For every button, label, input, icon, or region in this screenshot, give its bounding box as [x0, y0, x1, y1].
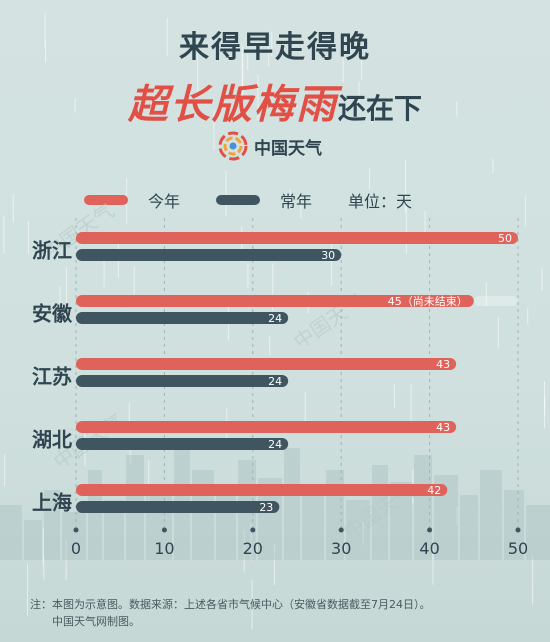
- category-label: 湖北: [32, 428, 72, 452]
- data-label: 42: [427, 484, 441, 497]
- data-label: 43: [436, 421, 450, 434]
- bar-this-year: [76, 484, 448, 496]
- legend-swatch-this-year: [84, 195, 128, 205]
- brand-name: 中国天气: [254, 138, 322, 159]
- category-label: 浙江: [32, 239, 72, 263]
- bar-chart: 中国天气中国天气中国天气中国天气01020304050浙江5030安徽45（尚未…: [32, 199, 528, 558]
- pinwheel-logo-icon: [218, 131, 248, 161]
- data-label: 43: [436, 358, 450, 371]
- data-label: 24: [268, 438, 282, 451]
- category-label: 江苏: [32, 365, 72, 389]
- chart-legend: 今年 常年 单位：天: [84, 188, 412, 212]
- footnote: 注：本图为示意图。数据来源：上述各省市气候中心（安徽省数据截至7月24日）。 中…: [30, 596, 431, 630]
- data-label: 50: [498, 232, 512, 245]
- x-tick-label: 10: [154, 539, 174, 558]
- bar-this-year: [76, 232, 518, 244]
- data-label: 24: [268, 312, 282, 325]
- tick-mark: [250, 527, 256, 533]
- x-tick-label: 40: [419, 539, 439, 558]
- data-label: 23: [259, 501, 273, 514]
- tick-mark: [338, 527, 344, 533]
- bar-this-year: [76, 295, 474, 307]
- legend-swatch-normal-year: [216, 195, 261, 205]
- x-tick-label: 20: [243, 539, 263, 558]
- tick-mark: [73, 527, 79, 533]
- tick-mark: [427, 527, 433, 533]
- bar-normal-year: [76, 501, 280, 513]
- x-tick-label: 0: [71, 539, 81, 558]
- data-label: 45（尚未结束）: [388, 294, 468, 308]
- category-label: 上海: [32, 491, 72, 515]
- title-highlight: 超长版梅雨: [127, 82, 338, 128]
- title-rest: 还在下: [337, 92, 422, 125]
- data-label: 30: [321, 249, 335, 262]
- bar-normal-year: [76, 249, 342, 261]
- title-line2: 超长版梅雨还在下: [0, 72, 550, 130]
- bar-continuation-fade: [473, 296, 518, 306]
- legend-label-normal-year: 常年: [280, 192, 313, 211]
- title-line1: 来得早走得晚: [179, 30, 371, 65]
- bar-normal-year: [76, 438, 289, 450]
- brand-logo: 中国天气: [218, 130, 322, 162]
- tick-mark: [515, 527, 521, 533]
- x-tick-label: 30: [331, 539, 351, 558]
- bar-normal-year: [76, 375, 289, 387]
- legend-unit: 单位：天: [348, 192, 413, 211]
- bar-this-year: [76, 358, 457, 370]
- x-tick-label: 50: [508, 539, 528, 558]
- category-label: 安徽: [32, 302, 73, 326]
- bar-this-year: [76, 421, 457, 433]
- data-label: 24: [268, 375, 282, 388]
- legend-label-this-year: 今年: [148, 192, 181, 211]
- footnote-line1: 注：本图为示意图。数据来源：上述各省市气候中心（安徽省数据截至7月24日）。: [30, 598, 431, 611]
- tick-mark: [161, 527, 167, 533]
- bar-normal-year: [76, 312, 289, 324]
- footnote-line2: 中国天气网制图。: [52, 615, 140, 628]
